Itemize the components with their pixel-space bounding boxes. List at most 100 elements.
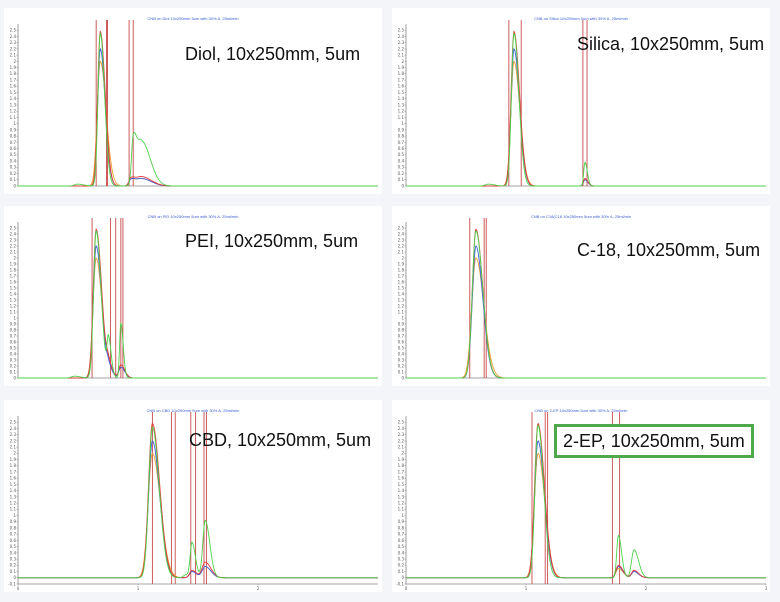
chromatogram-plot: 00.10.20.30.40.50.60.70.80.911.11.21.31.…	[398, 20, 766, 188]
chromatogram-panel-cbd: CNB on CBD 10x250mm 5um with 30% A, 25ml…	[4, 400, 382, 592]
y-tick-label: 1.8	[10, 267, 17, 272]
y-tick-label: 2	[401, 255, 404, 260]
y-tick-label: 2	[401, 451, 404, 456]
y-tick-label: 1.5	[398, 90, 405, 95]
x-tick-label: 2	[645, 586, 648, 591]
y-tick-label: 0.9	[10, 127, 17, 132]
y-tick-label: 2	[13, 59, 16, 64]
y-tick-label: 1.3	[10, 494, 17, 499]
y-tick-label: 0.6	[10, 538, 17, 543]
y-tick-label: 0.2	[10, 171, 17, 176]
y-tick-label: 2.5	[398, 225, 405, 230]
y-tick-label: 2.1	[10, 249, 17, 254]
y-tick-label: 2.4	[10, 231, 17, 236]
y-tick-label: 1.1	[398, 115, 405, 120]
y-tick-label: 2.2	[398, 438, 405, 443]
y-tick-label: 1.5	[398, 285, 405, 290]
y-tick-label: 1.5	[398, 482, 405, 487]
trace-blue	[406, 440, 766, 579]
chromatogram-panel-c18: CNB on C18(C18 10x250mm 5um with 30% A, …	[392, 206, 770, 386]
trace-green	[18, 229, 378, 379]
y-tick-label: 0.9	[10, 321, 17, 326]
y-tick-label: 1.2	[10, 303, 17, 308]
y-tick-label: 2	[13, 451, 16, 456]
chromatogram-panel-diol: CNB on Diol 10x250mm 5um with 30% A, 25m…	[4, 8, 382, 194]
y-tick-label: 1.2	[398, 109, 405, 114]
y-tick-label: 1	[401, 121, 404, 126]
y-tick-label: 0	[401, 183, 404, 188]
panel-header: CNB on C18(C18 10x250mm 5um with 30% A, …	[530, 214, 632, 219]
y-tick-label: 0	[13, 375, 16, 380]
y-tick-label: 0.5	[398, 152, 405, 157]
y-tick-label: 2.1	[10, 445, 17, 450]
y-tick-label: 1.8	[398, 267, 405, 272]
y-tick-label: 1.2	[398, 303, 405, 308]
trace-orange	[406, 257, 766, 379]
y-tick-label: 1.3	[10, 102, 17, 107]
panel-header: CNB on CBD 10x250mm 5um with 30% A, 25ml…	[146, 408, 240, 413]
y-tick-label: 0.9	[398, 127, 405, 132]
y-tick-label: 0.5	[398, 544, 405, 549]
y-tick-label: 1.4	[398, 291, 405, 296]
trace-green	[406, 32, 766, 187]
y-tick-label: 2.2	[10, 46, 17, 51]
x-tick-label: 1	[525, 586, 528, 591]
y-tick-label: 0.1	[398, 569, 405, 574]
y-tick-label: 2.5	[10, 225, 17, 230]
y-tick-label: -0.1	[396, 581, 404, 586]
y-tick-label: 2.5	[10, 28, 17, 33]
y-tick-label: 2.5	[10, 420, 17, 425]
x-tick-label: 1	[137, 586, 140, 591]
y-tick-label: 2.4	[10, 426, 17, 431]
y-tick-label: 0	[13, 183, 16, 188]
y-tick-label: 1.6	[398, 84, 405, 89]
trace-blue	[18, 47, 378, 187]
y-tick-label: 0.3	[10, 557, 17, 562]
chromatogram-panel-2ep: CNB on 2-EP 10x250mm 5um with 30% A, 25m…	[392, 400, 770, 592]
y-tick-label: 0.7	[10, 140, 17, 145]
y-tick-label: 2	[13, 255, 16, 260]
y-tick-label: 0.6	[398, 538, 405, 543]
y-tick-label: 0.9	[10, 519, 17, 524]
y-tick-label: 1.9	[10, 65, 17, 70]
panel-header: CNB on 2-EP 10x250mm 5um with 30% A, 25m…	[534, 408, 628, 413]
y-tick-label: 1.5	[10, 285, 17, 290]
y-tick-label: 1	[13, 315, 16, 320]
trace-green	[406, 230, 766, 379]
y-tick-label: 0.2	[10, 563, 17, 568]
panel-header: CNB on Silica 10x250mm 5um with 30% A, 2…	[534, 16, 628, 21]
y-tick-label: 1.8	[10, 463, 17, 468]
y-tick-label: 0.8	[10, 134, 17, 139]
y-tick-label: 1.7	[10, 77, 17, 82]
y-tick-label: 0.7	[398, 140, 405, 145]
chromatogram-plot: 00.10.20.30.40.50.60.70.80.911.11.21.31.…	[10, 218, 378, 380]
chromatogram-plot: -0.100.10.20.30.40.50.60.70.80.911.11.21…	[8, 412, 378, 591]
y-tick-label: 1.2	[10, 501, 17, 506]
y-tick-label: 2.1	[398, 53, 405, 58]
y-tick-label: 0.1	[10, 177, 17, 182]
y-tick-label: 0.3	[10, 357, 17, 362]
y-tick-label: 0.3	[398, 357, 405, 362]
y-tick-label: 0.1	[10, 569, 17, 574]
y-tick-label: 1	[13, 513, 16, 518]
y-tick-label: 1.9	[398, 261, 405, 266]
y-tick-label: 1.1	[398, 309, 405, 314]
y-tick-label: 1.3	[10, 297, 17, 302]
y-tick-label: 0.8	[398, 134, 405, 139]
y-tick-label: 2.3	[398, 432, 405, 437]
y-tick-label: 0.4	[398, 351, 405, 356]
y-tick-label: 2.4	[10, 34, 17, 39]
y-tick-label: 1.7	[398, 77, 405, 82]
y-tick-label: 0.4	[398, 550, 405, 555]
y-tick-label: 1.8	[398, 71, 405, 76]
y-tick-label: 2.4	[398, 34, 405, 39]
y-tick-label: 1.1	[10, 507, 17, 512]
y-tick-label: 1.5	[10, 482, 17, 487]
x-tick-label: 3	[765, 586, 768, 591]
y-tick-label: 2.5	[398, 420, 405, 425]
y-tick-label: 0.2	[398, 171, 405, 176]
column-label: C-18, 10x250mm, 5um	[577, 240, 761, 260]
y-tick-label: 0.8	[10, 327, 17, 332]
column-label: PEI, 10x250mm, 5um	[185, 231, 359, 251]
y-tick-label: 2.5	[398, 28, 405, 33]
